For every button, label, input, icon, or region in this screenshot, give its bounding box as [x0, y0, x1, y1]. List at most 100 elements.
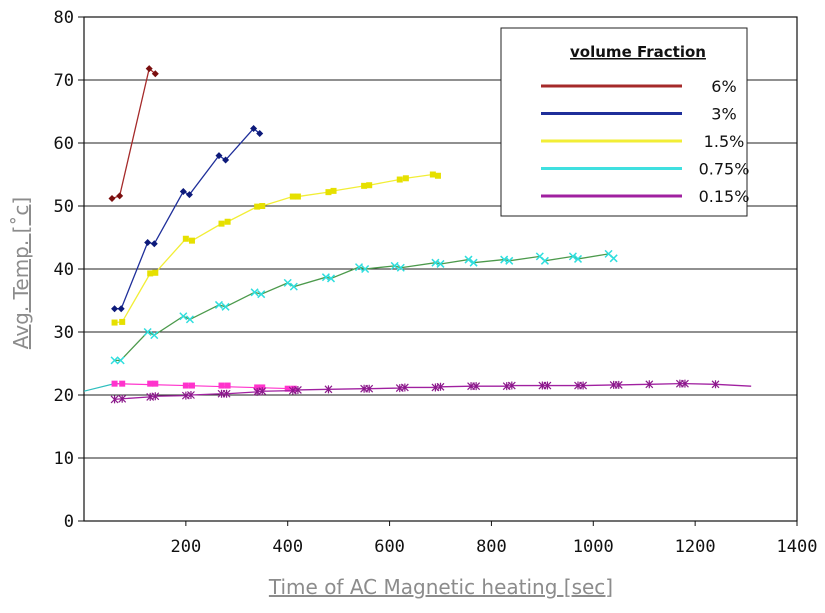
- data-point: [289, 193, 296, 200]
- data-point: [143, 327, 152, 337]
- data-point: [108, 194, 116, 202]
- y-tick-label: 30: [54, 323, 74, 343]
- data-point: [543, 381, 552, 390]
- series-line: [111, 67, 156, 200]
- data-point: [330, 187, 337, 194]
- data-point: [151, 70, 159, 78]
- data-point: [111, 319, 118, 326]
- data-point: [188, 237, 195, 244]
- extra-marker-pink-base: [182, 382, 189, 389]
- axis-ticks: 0 10 20 30 40 50 60 70 80 200 400 600 800 1000 1200 140…: [54, 8, 818, 557]
- extra-marker-pink-base: [290, 385, 297, 392]
- data-point: [222, 389, 231, 398]
- data-point: [215, 152, 223, 160]
- data-point: [214, 300, 223, 309]
- series-line: [114, 127, 261, 310]
- data-point: [361, 182, 368, 189]
- series-2: [111, 171, 441, 326]
- data-point: [111, 305, 119, 313]
- extra-marker-pink-base: [111, 380, 118, 387]
- data-point: [257, 290, 266, 299]
- data-point: [256, 130, 264, 138]
- data-point: [645, 380, 654, 389]
- data-point: [324, 385, 333, 394]
- x-tick-label: 1200: [675, 537, 716, 557]
- data-point: [609, 254, 618, 263]
- data-point: [505, 256, 514, 265]
- y-tick-label: 40: [54, 260, 74, 280]
- data-point: [390, 261, 399, 270]
- series-0: [108, 65, 159, 202]
- extra-marker-pink-base: [119, 380, 126, 387]
- data-point: [294, 193, 301, 200]
- legend-entries: 6% 3% 1.5% 0.75% 0.15%: [541, 77, 749, 206]
- data-point: [365, 384, 374, 393]
- data-point: [436, 382, 445, 391]
- data-point: [151, 392, 160, 401]
- x-tick-label: 200: [170, 537, 201, 557]
- x-tick-label: 400: [272, 537, 303, 557]
- data-point: [224, 218, 231, 225]
- data-point: [614, 380, 623, 389]
- y-tick-label: 80: [54, 8, 74, 28]
- data-point: [396, 263, 405, 272]
- data-point: [145, 65, 153, 73]
- x-tick-label: 800: [476, 537, 507, 557]
- data-point: [434, 172, 441, 179]
- x-tick-label: 1400: [777, 537, 818, 557]
- data-point: [187, 391, 195, 399]
- data-point: [366, 182, 373, 189]
- series-3: [110, 249, 618, 365]
- data-point: [402, 175, 409, 182]
- data-point: [400, 383, 409, 392]
- data-point: [711, 380, 720, 389]
- data-point: [429, 171, 436, 178]
- data-point: [254, 203, 261, 210]
- data-point: [259, 203, 266, 209]
- y-tick-label: 70: [54, 71, 74, 91]
- data-point: [110, 356, 119, 365]
- data-point: [250, 125, 258, 133]
- extra-marker-pink-base: [284, 385, 291, 392]
- data-point: [361, 264, 370, 274]
- legend-label: 0.75%: [699, 160, 750, 179]
- data-point: [119, 318, 126, 325]
- data-point: [116, 192, 124, 200]
- legend: volume Fraction 6% 3% 1.5% 0.75% 0.15%: [500, 27, 749, 217]
- data-point: [469, 258, 478, 267]
- data-point: [681, 379, 689, 388]
- y-tick-label: 60: [54, 134, 74, 154]
- data-point: [396, 176, 403, 183]
- y-axis-title: Avg. Temp. [˚c]: [9, 197, 33, 349]
- data-point: [179, 312, 188, 321]
- data-point: [179, 188, 187, 196]
- y-tick-label: 50: [54, 197, 74, 217]
- data-point: [221, 302, 230, 311]
- data-point: [147, 270, 154, 277]
- data-point: [579, 381, 588, 390]
- legend-title: volume Fraction: [570, 43, 706, 61]
- data-point: [222, 156, 230, 164]
- data-point: [116, 356, 125, 365]
- legend-label: 6%: [711, 77, 736, 96]
- extra-marker-pink-base: [188, 382, 195, 389]
- data-point: [218, 220, 225, 227]
- series-layer: [83, 65, 752, 404]
- x-axis-title: Time of AC Magnetic heating [sec]: [268, 575, 613, 599]
- data-point: [283, 278, 292, 287]
- data-point: [144, 239, 152, 247]
- data-point: [325, 189, 332, 196]
- data-point: [150, 331, 159, 340]
- legend-label: 3%: [711, 105, 736, 124]
- legend-box: [500, 27, 748, 217]
- legend-label: 1.5%: [704, 132, 745, 151]
- series-4: [110, 379, 752, 404]
- data-point: [118, 394, 127, 403]
- data-point: [507, 381, 516, 390]
- data-point: [152, 269, 159, 276]
- x-tick-label: 600: [374, 537, 405, 557]
- data-point: [326, 274, 336, 283]
- data-point: [540, 256, 549, 265]
- series-1: [111, 125, 264, 313]
